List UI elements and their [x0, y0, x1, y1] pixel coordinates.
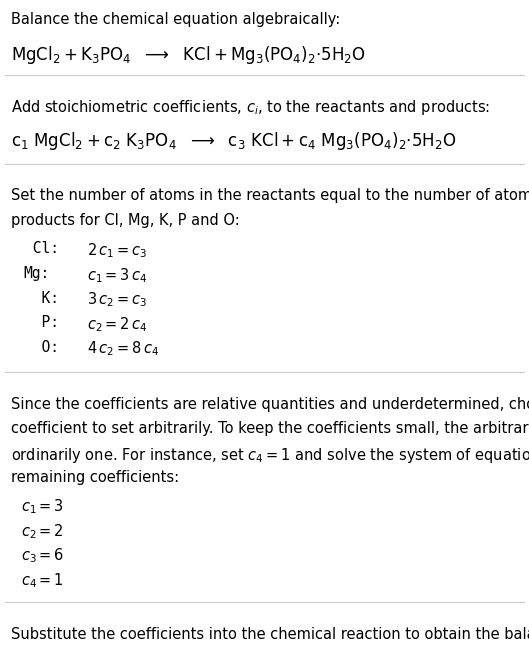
Text: $c_3 = 6$: $c_3 = 6$ — [21, 547, 65, 565]
Text: Mg:: Mg: — [24, 266, 50, 281]
Text: $c_2 = 2\,c_4$: $c_2 = 2\,c_4$ — [87, 315, 148, 334]
Text: O:: O: — [24, 340, 59, 355]
Text: $c_1 = 3\,c_4$: $c_1 = 3\,c_4$ — [87, 266, 148, 285]
Text: $c_2 = 2$: $c_2 = 2$ — [21, 522, 64, 541]
Text: $\mathrm{MgCl_2 + K_3PO_4 \ \ \longrightarrow \ \ KCl + Mg_3(PO_4)_2{\cdot}5H_2O: $\mathrm{MgCl_2 + K_3PO_4 \ \ \longright… — [11, 44, 366, 66]
Text: ordinarily one. For instance, set $c_4 = 1$ and solve the system of equations fo: ordinarily one. For instance, set $c_4 =… — [11, 446, 529, 465]
Text: $c_1 = 3$: $c_1 = 3$ — [21, 498, 64, 516]
Text: Set the number of atoms in the reactants equal to the number of atoms in the: Set the number of atoms in the reactants… — [11, 188, 529, 203]
Text: coefficient to set arbitrarily. To keep the coefficients small, the arbitrary va: coefficient to set arbitrarily. To keep … — [11, 421, 529, 436]
Text: Since the coefficients are relative quantities and underdetermined, choose a: Since the coefficients are relative quan… — [11, 397, 529, 411]
Text: $2\,c_1 = c_3$: $2\,c_1 = c_3$ — [87, 241, 148, 260]
Text: Cl:: Cl: — [24, 241, 59, 256]
Text: Add stoichiometric coefficients, $c_i$, to the reactants and products:: Add stoichiometric coefficients, $c_i$, … — [11, 98, 490, 116]
Text: remaining coefficients:: remaining coefficients: — [11, 470, 179, 485]
Text: $4\,c_2 = 8\,c_4$: $4\,c_2 = 8\,c_4$ — [87, 340, 160, 358]
Text: products for Cl, Mg, K, P and O:: products for Cl, Mg, K, P and O: — [11, 213, 239, 228]
Text: $3\,c_2 = c_3$: $3\,c_2 = c_3$ — [87, 291, 148, 309]
Text: Balance the chemical equation algebraically:: Balance the chemical equation algebraica… — [11, 12, 340, 27]
Text: P:: P: — [24, 315, 59, 330]
Text: $c_4 = 1$: $c_4 = 1$ — [21, 571, 64, 590]
Text: K:: K: — [24, 291, 59, 305]
Text: Substitute the coefficients into the chemical reaction to obtain the balanced: Substitute the coefficients into the che… — [11, 627, 529, 642]
Text: $\mathrm{c_1\ MgCl_2 + c_2\ K_3PO_4 \ \ \longrightarrow \ \ c_3\ KCl + c_4\ Mg_3: $\mathrm{c_1\ MgCl_2 + c_2\ K_3PO_4 \ \ … — [11, 130, 456, 152]
